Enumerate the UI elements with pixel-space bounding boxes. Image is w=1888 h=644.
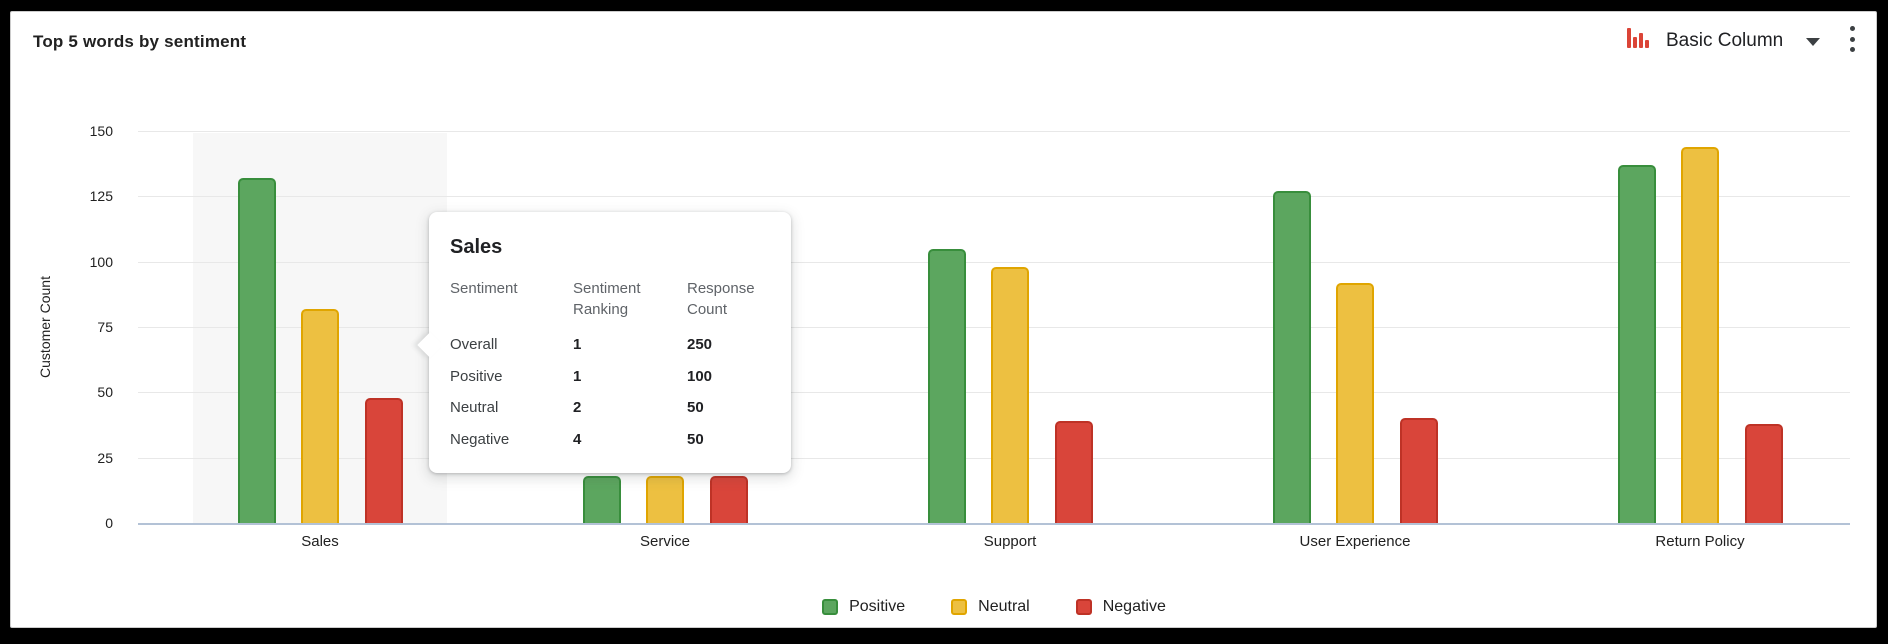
tooltip-row-neutral-sentiment: Neutral [450,399,499,417]
chart-type-selector[interactable]: Basic Column [1666,30,1784,51]
bar-return-policy-positive[interactable] [1618,165,1656,523]
y-tick-label: 100 [89,254,113,270]
tooltip-col-header: Sentiment Ranking [573,280,641,318]
grid-line [138,196,1850,197]
bar-service-positive[interactable] [583,476,621,523]
legend-label: Negative [1102,598,1166,615]
y-tick-label: 75 [97,319,113,335]
y-tick-label: 150 [89,123,113,139]
bar-user-experience-neutral[interactable] [1336,283,1374,523]
y-tick-label: 125 [89,188,113,204]
chevron-down-icon[interactable] [1806,38,1820,46]
tooltip-row-neutral-ranking: 2 [573,399,582,417]
x-category-label-service: Service [639,533,691,550]
legend-label: Positive [849,598,906,615]
bar-user-experience-positive[interactable] [1273,191,1311,523]
bar-service-negative[interactable] [710,476,748,523]
legend-label: Neutral [978,598,1030,615]
bar-support-positive[interactable] [928,249,966,523]
kebab-menu-icon[interactable] [1848,26,1856,52]
tooltip-title: Sales [450,236,503,258]
bar-support-negative[interactable] [1055,421,1093,523]
column-chart-icon [1627,26,1651,48]
bar-user-experience-negative[interactable] [1400,418,1438,523]
y-axis-title: Customer Count [37,276,53,378]
grid-line [138,262,1850,263]
y-tick-label: 0 [105,515,113,531]
column-chart-icon-bar [1645,40,1649,48]
legend-item-negative[interactable]: Negative [1075,598,1166,616]
grid-line [138,131,1850,132]
column-chart-icon-bar [1639,33,1643,48]
legend-swatch-positive [822,599,839,615]
bar-service-neutral[interactable] [646,476,684,523]
tooltip-row-overall-sentiment: Overall [450,336,498,354]
tooltip-row-overall-ranking: 1 [573,336,582,354]
legend-item-positive[interactable]: Positive [822,598,905,616]
bar-return-policy-negative[interactable] [1745,424,1783,523]
y-tick-label: 25 [97,450,113,466]
bar-sales-negative[interactable] [365,398,403,523]
tooltip-table: Sentiment Sentiment Ranking Response Cou… [450,278,771,455]
column-chart-icon-bar [1633,37,1637,48]
x-category-label-user-experience: User Experience [1299,533,1411,550]
tooltip-row-positive-sentiment: Positive [450,367,503,385]
tooltip: Sales Sentiment Sentiment Ranking Respon… [429,212,791,473]
bar-sales-positive[interactable] [238,178,276,523]
legend-item-neutral[interactable]: Neutral [951,598,1030,616]
tooltip-row-overall-count: 250 [687,336,713,354]
tooltip-col-header: Sentiment [450,280,518,297]
bar-return-policy-neutral[interactable] [1681,147,1719,523]
y-tick-label: 50 [97,384,113,400]
legend-swatch-neutral [951,599,968,615]
bar-support-neutral[interactable] [991,267,1029,523]
tooltip-row-positive-count: 100 [687,367,713,385]
page-title: Top 5 words by sentiment [33,32,247,51]
legend-swatch-negative [1075,599,1092,615]
column-chart-icon-bar [1627,28,1631,48]
x-category-label-support: Support [983,533,1037,550]
legend: Positive Neutral Negative [138,597,1850,617]
tooltip-row-neutral-count: 50 [687,399,704,417]
tooltip-row-negative-count: 50 [687,430,704,448]
x-category-label-return-policy: Return Policy [1655,533,1745,550]
tooltip-row-negative-sentiment: Negative [450,430,510,448]
tooltip-row-positive-ranking: 1 [573,367,582,385]
tooltip-col-header: Response Count [687,280,755,318]
tooltip-row-negative-ranking: 4 [573,430,582,448]
bar-sales-neutral[interactable] [301,309,339,523]
x-axis-line [138,523,1850,525]
x-category-label-sales: Sales [301,533,339,550]
